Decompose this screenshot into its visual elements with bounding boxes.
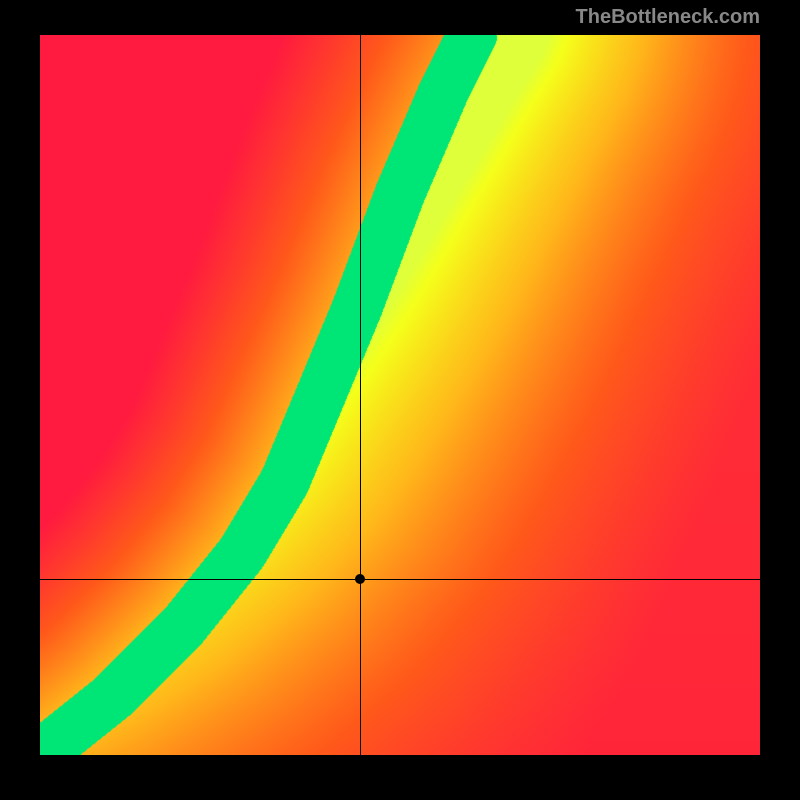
crosshair-vertical (360, 35, 361, 755)
watermark-text: TheBottleneck.com (576, 6, 760, 29)
root: TheBottleneck.com (0, 0, 800, 800)
heatmap-plot (40, 35, 760, 755)
crosshair-horizontal (40, 579, 760, 580)
heatmap-canvas (40, 35, 760, 755)
crosshair-point (355, 574, 365, 584)
